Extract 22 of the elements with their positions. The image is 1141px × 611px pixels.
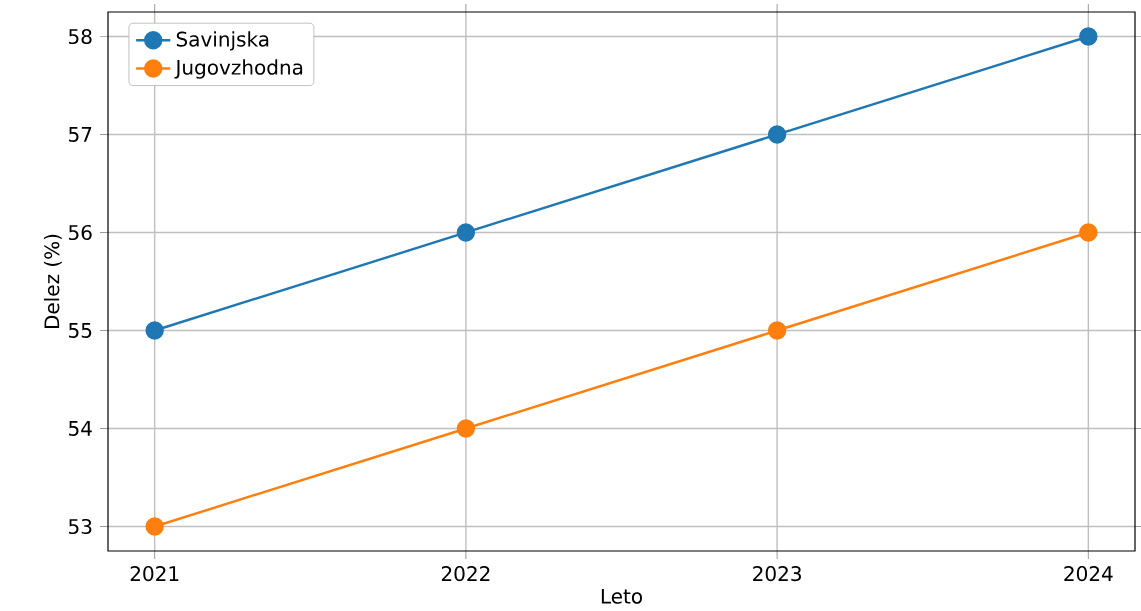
point bbox=[767, 125, 787, 144]
y-tick-label: 55 bbox=[69, 323, 92, 338]
x-tick-label: 2021 bbox=[130, 566, 179, 582]
y-tick-label: 56 bbox=[69, 224, 92, 241]
point bbox=[767, 321, 787, 340]
point bbox=[456, 419, 476, 438]
y-axis-title: Delez (%) bbox=[43, 234, 62, 329]
point bbox=[145, 517, 164, 536]
y-tick-label: 57 bbox=[69, 127, 92, 142]
legend-label: Savinjska bbox=[176, 31, 269, 51]
x-axis-title: Leto bbox=[601, 588, 642, 604]
legend-label: Jugovzhodna bbox=[174, 59, 303, 79]
point bbox=[1079, 27, 1098, 46]
point bbox=[145, 321, 164, 340]
point bbox=[456, 223, 476, 242]
y-tick-label: 53 bbox=[69, 518, 92, 535]
x-tick-label: 2023 bbox=[753, 566, 801, 582]
x-tick-label: 2024 bbox=[1064, 566, 1113, 582]
point bbox=[1079, 223, 1098, 242]
y-tick-label: 54 bbox=[69, 421, 92, 436]
y-tick-label: 58 bbox=[69, 28, 92, 45]
x-tick-label: 2022 bbox=[441, 566, 490, 582]
